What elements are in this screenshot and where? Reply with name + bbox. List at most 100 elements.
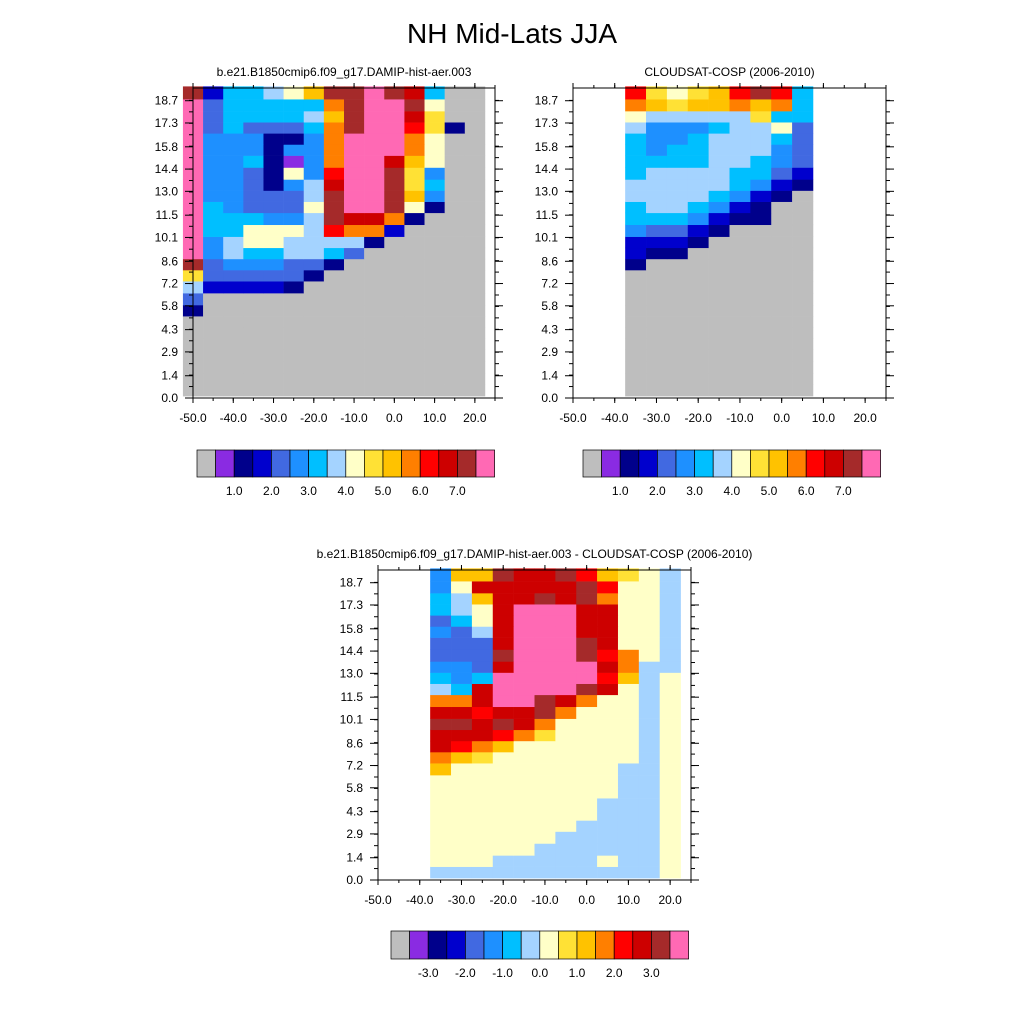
heatmap-cell (750, 305, 772, 317)
heatmap-cell (323, 144, 345, 156)
heatmap-cell (424, 361, 445, 374)
heatmap-cell (638, 604, 660, 616)
heatmap-cell (223, 122, 244, 134)
y-tick-label: 4.3 (541, 323, 558, 337)
heatmap-cell (638, 740, 660, 753)
heatmap-cell (464, 167, 486, 180)
figure-title: NH Mid-Lats JJA (406, 18, 618, 49)
heatmap-cell (576, 706, 598, 719)
heatmap-cell (513, 615, 535, 627)
heatmap-cell (638, 763, 660, 776)
heatmap-cell (708, 327, 730, 339)
heatmap-cell (750, 258, 772, 271)
heatmap-cell (303, 122, 325, 134)
heatmap-cell (424, 179, 445, 191)
heatmap-cell (471, 604, 494, 616)
heatmap-cell (424, 281, 445, 294)
heatmap-cell (666, 212, 689, 226)
y-tick-label: 7.2 (541, 277, 558, 291)
panel-title: CLOUDSAT-COSP (2006-2010) (644, 65, 814, 79)
heatmap-cell (263, 373, 284, 385)
heatmap-cell (750, 179, 772, 191)
heatmap-cell (424, 133, 445, 145)
heatmap-cell (364, 373, 385, 385)
heatmap-cell (597, 604, 619, 616)
heatmap-cell (364, 293, 385, 306)
heatmap-cell (424, 338, 445, 350)
heatmap-cell (687, 111, 709, 123)
heatmap-cell (646, 212, 668, 226)
heatmap-cell (263, 305, 284, 317)
heatmap-cell (729, 349, 751, 362)
heatmap-cell (638, 752, 660, 764)
heatmap-cell (625, 361, 647, 374)
heatmap-cell (576, 831, 598, 844)
heatmap-cell (243, 373, 264, 385)
heatmap-cell (243, 167, 264, 180)
heatmap-cell (263, 144, 284, 156)
heatmap-cell (263, 349, 284, 362)
heatmap-cell (646, 179, 668, 191)
heatmap-cell (471, 637, 494, 650)
heatmap-cell (625, 190, 647, 202)
heatmap-cell (303, 361, 325, 374)
x-tick-label: 10.0 (812, 411, 836, 425)
heatmap-cell (404, 201, 425, 214)
heatmap-cell (597, 855, 619, 867)
heatmap-cell (625, 111, 647, 123)
heatmap-cell (263, 293, 284, 306)
heatmap-cell (404, 281, 425, 294)
heatmap-cell (464, 258, 486, 271)
y-tick-label: 8.6 (346, 736, 363, 750)
heatmap-cell (451, 706, 473, 719)
colorbar-swatch (712, 449, 733, 478)
colorbar-label: 3.0 (300, 484, 317, 498)
y-tick-label: 15.8 (155, 140, 179, 154)
heatmap-cell (430, 694, 452, 708)
heatmap-cell (771, 155, 793, 168)
heatmap-cell (303, 201, 325, 214)
heatmap-cell (597, 787, 619, 799)
heatmap-cell (555, 683, 577, 696)
heatmap-cell (223, 179, 244, 191)
heatmap-cell (638, 615, 660, 627)
heatmap-cell (451, 798, 473, 810)
plot-frame (572, 87, 887, 399)
heatmap-cell (638, 787, 660, 799)
heatmap-cell (792, 122, 814, 134)
heatmap-cell (303, 247, 325, 260)
heatmap-cell (646, 86, 668, 100)
heatmap-cell (263, 99, 284, 112)
heatmap-cell (471, 752, 494, 764)
heatmap-cell (464, 86, 486, 100)
heatmap-cell (513, 661, 535, 673)
heatmap-cell (659, 809, 681, 821)
heatmap-cell (666, 281, 689, 294)
heatmap-cell (555, 752, 577, 764)
heatmap-cell (283, 201, 305, 214)
heatmap-cell (646, 99, 668, 112)
heatmap-cell (344, 293, 365, 306)
heatmap-cell (303, 281, 325, 294)
heatmap-cell (451, 740, 473, 753)
heatmap-cell (617, 604, 640, 616)
y-tick-label: 5.8 (541, 299, 558, 313)
heatmap-cell (223, 236, 244, 249)
heatmap-cell (444, 247, 466, 260)
colorbar-swatch (843, 449, 863, 478)
heatmap-cell (451, 787, 473, 799)
colorbar-swatch (233, 449, 254, 478)
colorbar-swatch (196, 449, 216, 478)
heatmap-cell (223, 361, 244, 374)
heatmap-cell (464, 384, 486, 397)
heatmap-cell (223, 167, 244, 180)
heatmap-cell (344, 327, 365, 339)
heatmap-cell (513, 626, 535, 638)
heatmap-cell (666, 236, 689, 249)
heatmap-cell (404, 361, 425, 374)
heatmap-cell (424, 384, 445, 397)
heatmap-cell (444, 236, 466, 249)
heatmap-cell (555, 787, 577, 799)
heatmap-cell (513, 718, 535, 731)
x-tick-label: 20.0 (853, 411, 877, 425)
